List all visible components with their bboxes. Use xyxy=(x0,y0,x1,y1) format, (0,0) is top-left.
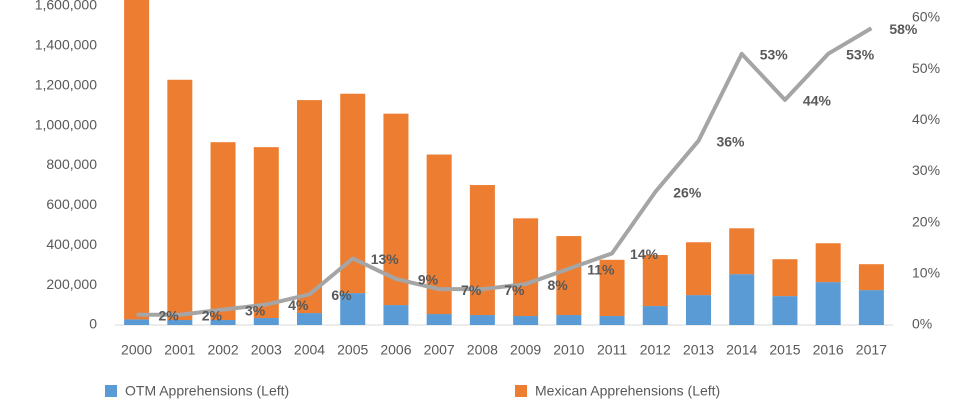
bar xyxy=(210,320,236,325)
data-label: 2% xyxy=(202,307,223,323)
bar xyxy=(124,319,150,325)
y2-tick-label: 60% xyxy=(912,9,940,25)
bar xyxy=(815,282,841,325)
data-label: 14% xyxy=(630,246,659,262)
bar xyxy=(124,0,150,320)
data-label: 7% xyxy=(504,282,525,298)
x-tick-label: 2013 xyxy=(683,342,714,358)
x-tick-label: 2002 xyxy=(207,342,238,358)
data-label: 3% xyxy=(245,302,266,318)
y2-tick-label: 10% xyxy=(912,265,940,281)
y-tick-label: 1,600,000 xyxy=(35,0,97,13)
data-label: 36% xyxy=(716,134,745,150)
bar xyxy=(642,255,668,307)
bar xyxy=(469,315,495,325)
bar xyxy=(556,315,582,325)
x-tick-label: 2000 xyxy=(121,342,152,358)
bar xyxy=(383,305,409,325)
x-tick-label: 2006 xyxy=(380,342,411,358)
bar xyxy=(642,306,668,325)
x-tick-label: 2008 xyxy=(467,342,498,358)
bar xyxy=(599,316,625,325)
bar xyxy=(253,147,279,319)
x-tick-label: 2017 xyxy=(856,342,887,358)
x-tick-label: 2012 xyxy=(640,342,671,358)
bar xyxy=(167,320,193,325)
data-label: 8% xyxy=(547,277,568,293)
bar xyxy=(513,316,539,325)
y-tick-label: 400,000 xyxy=(46,236,97,252)
data-label: 44% xyxy=(803,93,832,109)
data-label: 53% xyxy=(760,47,789,63)
data-label: 13% xyxy=(371,251,400,267)
data-label: 7% xyxy=(461,282,482,298)
bar xyxy=(297,313,322,325)
data-label: 53% xyxy=(846,47,875,63)
x-tick-label: 2005 xyxy=(337,342,368,358)
bar xyxy=(686,295,711,325)
legend-label: OTM Apprehensions (Left) xyxy=(125,383,289,399)
y-tick-label: 800,000 xyxy=(46,156,97,172)
x-tick-label: 2011 xyxy=(597,342,627,358)
bar xyxy=(729,228,755,275)
data-label: 9% xyxy=(418,272,439,288)
bar xyxy=(167,79,193,321)
bar xyxy=(772,259,798,297)
legend-swatch xyxy=(105,385,117,397)
x-tick-label: 2010 xyxy=(553,342,584,358)
bar xyxy=(297,100,322,314)
y-tick-label: 0 xyxy=(89,316,97,332)
bar xyxy=(469,185,495,316)
data-label: 26% xyxy=(673,185,702,201)
data-label: 2% xyxy=(158,307,179,323)
bar xyxy=(729,274,755,325)
y2-tick-label: 50% xyxy=(912,60,940,76)
bar xyxy=(426,314,452,325)
bar xyxy=(210,142,236,321)
bar xyxy=(815,243,841,283)
y-tick-label: 600,000 xyxy=(46,196,97,212)
bar xyxy=(253,318,279,325)
bar xyxy=(513,218,539,317)
y-tick-label: 1,000,000 xyxy=(35,116,97,132)
x-tick-label: 2007 xyxy=(424,342,455,358)
x-tick-label: 2015 xyxy=(769,342,800,358)
y2-tick-label: 20% xyxy=(912,213,940,229)
data-label: 6% xyxy=(331,287,352,303)
y-tick-label: 1,200,000 xyxy=(35,76,97,92)
x-tick-label: 2009 xyxy=(510,342,541,358)
bar xyxy=(858,290,884,325)
line xyxy=(136,26,873,317)
data-label: 11% xyxy=(587,261,615,277)
data-label: 4% xyxy=(288,297,309,313)
x-tick-label: 2003 xyxy=(251,342,282,358)
data-label: 58% xyxy=(889,21,918,37)
x-tick-label: 2016 xyxy=(813,342,844,358)
x-tick-label: 2014 xyxy=(726,342,757,358)
y2-tick-label: 0% xyxy=(912,316,932,332)
y-tick-label: 200,000 xyxy=(46,276,97,292)
bar xyxy=(340,293,366,325)
bar xyxy=(599,259,625,317)
legend-swatch xyxy=(515,385,527,397)
y-tick-label: 1,400,000 xyxy=(35,37,97,53)
bar xyxy=(686,242,711,296)
legend-label: Mexican Apprehensions (Left) xyxy=(535,383,720,399)
x-tick-label: 2001 xyxy=(164,342,195,358)
y2-tick-label: 30% xyxy=(912,162,940,178)
bar xyxy=(772,296,798,325)
bar xyxy=(556,236,582,316)
y2-tick-label: 40% xyxy=(912,111,940,127)
bar xyxy=(858,264,884,291)
x-tick-label: 2004 xyxy=(294,342,325,358)
